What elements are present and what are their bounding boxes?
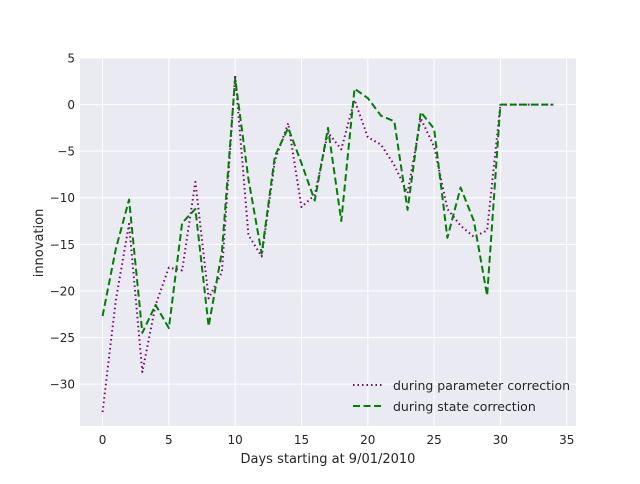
x-tick-label: 25 — [426, 433, 441, 447]
x-axis-label: Days starting at 9/01/2010 — [241, 452, 416, 467]
y-axis-label: innovation — [32, 209, 47, 278]
legend-label-state-correction: during state correction — [393, 399, 536, 414]
y-tick-label: −15 — [50, 238, 75, 252]
y-tick-label: −30 — [50, 378, 75, 392]
y-tick-label: −10 — [50, 191, 75, 205]
x-tick-label: 0 — [99, 433, 107, 447]
legend: during parameter correction during state… — [353, 378, 570, 414]
x-tick-label: 5 — [165, 433, 173, 447]
x-tick-label: 20 — [360, 433, 375, 447]
y-tick-label: −20 — [50, 284, 75, 298]
x-tick-label: 15 — [294, 433, 309, 447]
plot-background — [80, 58, 576, 426]
x-tick-label: 10 — [228, 433, 243, 447]
y-tick-label: 5 — [67, 52, 75, 66]
y-tick-labels: 5 0 −5 −10 −15 −20 −25 −30 — [50, 52, 75, 392]
x-tick-labels: 0 5 10 15 20 25 30 35 — [99, 433, 575, 447]
series-layer — [101, 73, 554, 413]
series-line-during-state-correction — [101, 77, 554, 334]
series-line-during-parameter-correction — [101, 73, 554, 413]
y-tick-label: −5 — [57, 145, 75, 159]
x-tick-label: 30 — [493, 433, 508, 447]
legend-label-parameter-correction: during parameter correction — [393, 378, 570, 393]
x-gridlines — [102, 58, 568, 426]
y-gridlines — [80, 57, 576, 385]
x-tick-label: 35 — [559, 433, 574, 447]
y-tick-label: 0 — [67, 98, 75, 112]
y-tick-label: −25 — [50, 331, 75, 345]
